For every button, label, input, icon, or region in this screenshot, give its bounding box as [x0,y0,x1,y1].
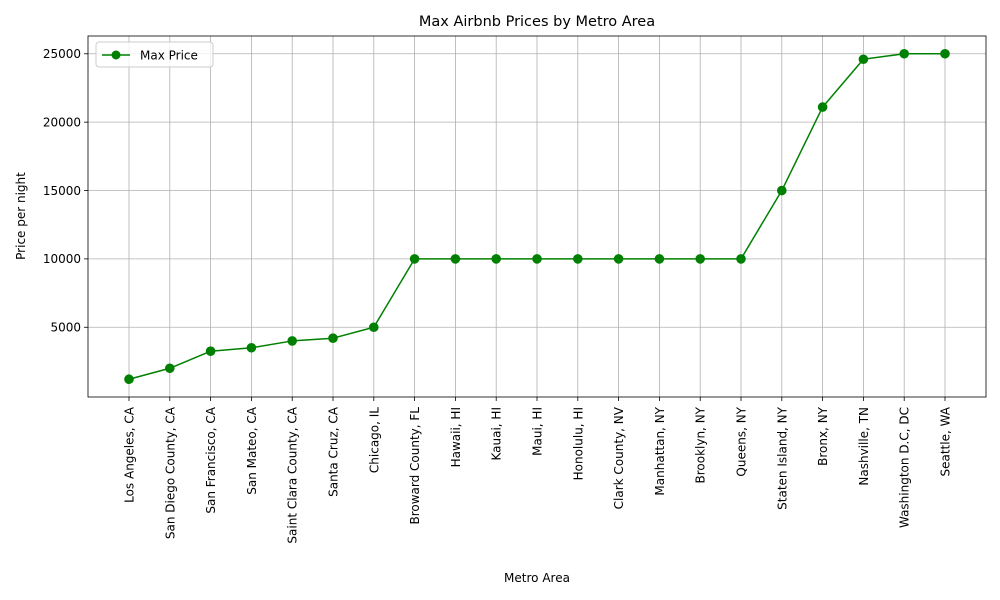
data-point [940,48,950,59]
y-tick-label: 25000 [43,47,81,61]
grid [88,36,986,397]
x-tick-label: Bronx, NY [816,406,830,466]
x-tick-label: Kauai, HI [490,407,504,461]
x-tick-label: Los Angeles, CA [123,406,137,503]
data-point [491,254,502,264]
y-tick-label: 15000 [43,184,81,198]
x-tick-label: Hawaii, HI [449,407,463,467]
legend-marker [111,50,121,60]
data-point [573,254,583,264]
y-tick-label: 10000 [43,252,81,266]
x-tick-label: Chicago, IL [367,407,381,473]
data-point [532,254,542,264]
y-axis-label: Price per night [14,172,28,260]
data-point [328,333,338,344]
data-point [287,336,298,346]
data-point [817,102,828,112]
x-tick-label: Saint Clara County, CA [286,406,300,543]
data-point [858,54,869,65]
x-tick-label: Maui, HI [531,407,545,456]
data-point [777,185,787,196]
data-point [369,322,379,333]
data-point [613,254,624,264]
data-point [124,374,134,385]
x-tick-label: Queens, NY [735,406,749,476]
legend-label: Max Price [140,49,198,63]
x-tick-label: San Diego County, CA [163,406,177,539]
x-tick-label: Seattle, WA [939,406,953,476]
data-point [736,254,746,264]
x-axis-label: Metro Area [504,571,570,585]
x-tick-label: Honolulu, HI [571,407,585,480]
legend: Max Price [95,41,214,68]
data-point [165,363,175,374]
x-tick-label: Brooklyn, NY [694,406,708,483]
x-tick-label: Manhattan, NY [653,406,667,495]
series-layer [124,48,950,385]
data-point [205,346,216,356]
data-point [654,254,665,264]
data-point [899,48,910,59]
legend-frame [95,41,214,68]
data-point [450,254,461,264]
data-point [246,342,257,353]
y-tick-label: 20000 [43,115,81,129]
x-tick-label: San Mateo, CA [245,406,259,495]
chart-title: Max Airbnb Prices by Metro Area [419,14,655,30]
x-tick-label: Santa Cruz, CA [327,406,341,497]
y-tick-label: 5000 [50,321,81,335]
x-tick-label: Nashville, TN [857,407,871,486]
axes: Los Angeles, CA San Diego County, CA San F… [43,35,987,544]
x-tick-label: San Francisco, CA [204,406,218,513]
x-tick-label: Clark County, NV [612,406,626,509]
x-tick-label: Washington D.C, DC [898,407,912,528]
data-point [409,254,420,264]
plot-frame [87,35,987,398]
x-tick-label: Staten Island, NY [775,406,789,509]
data-point [695,254,706,264]
x-tick-label: Broward County, FL [408,407,422,525]
